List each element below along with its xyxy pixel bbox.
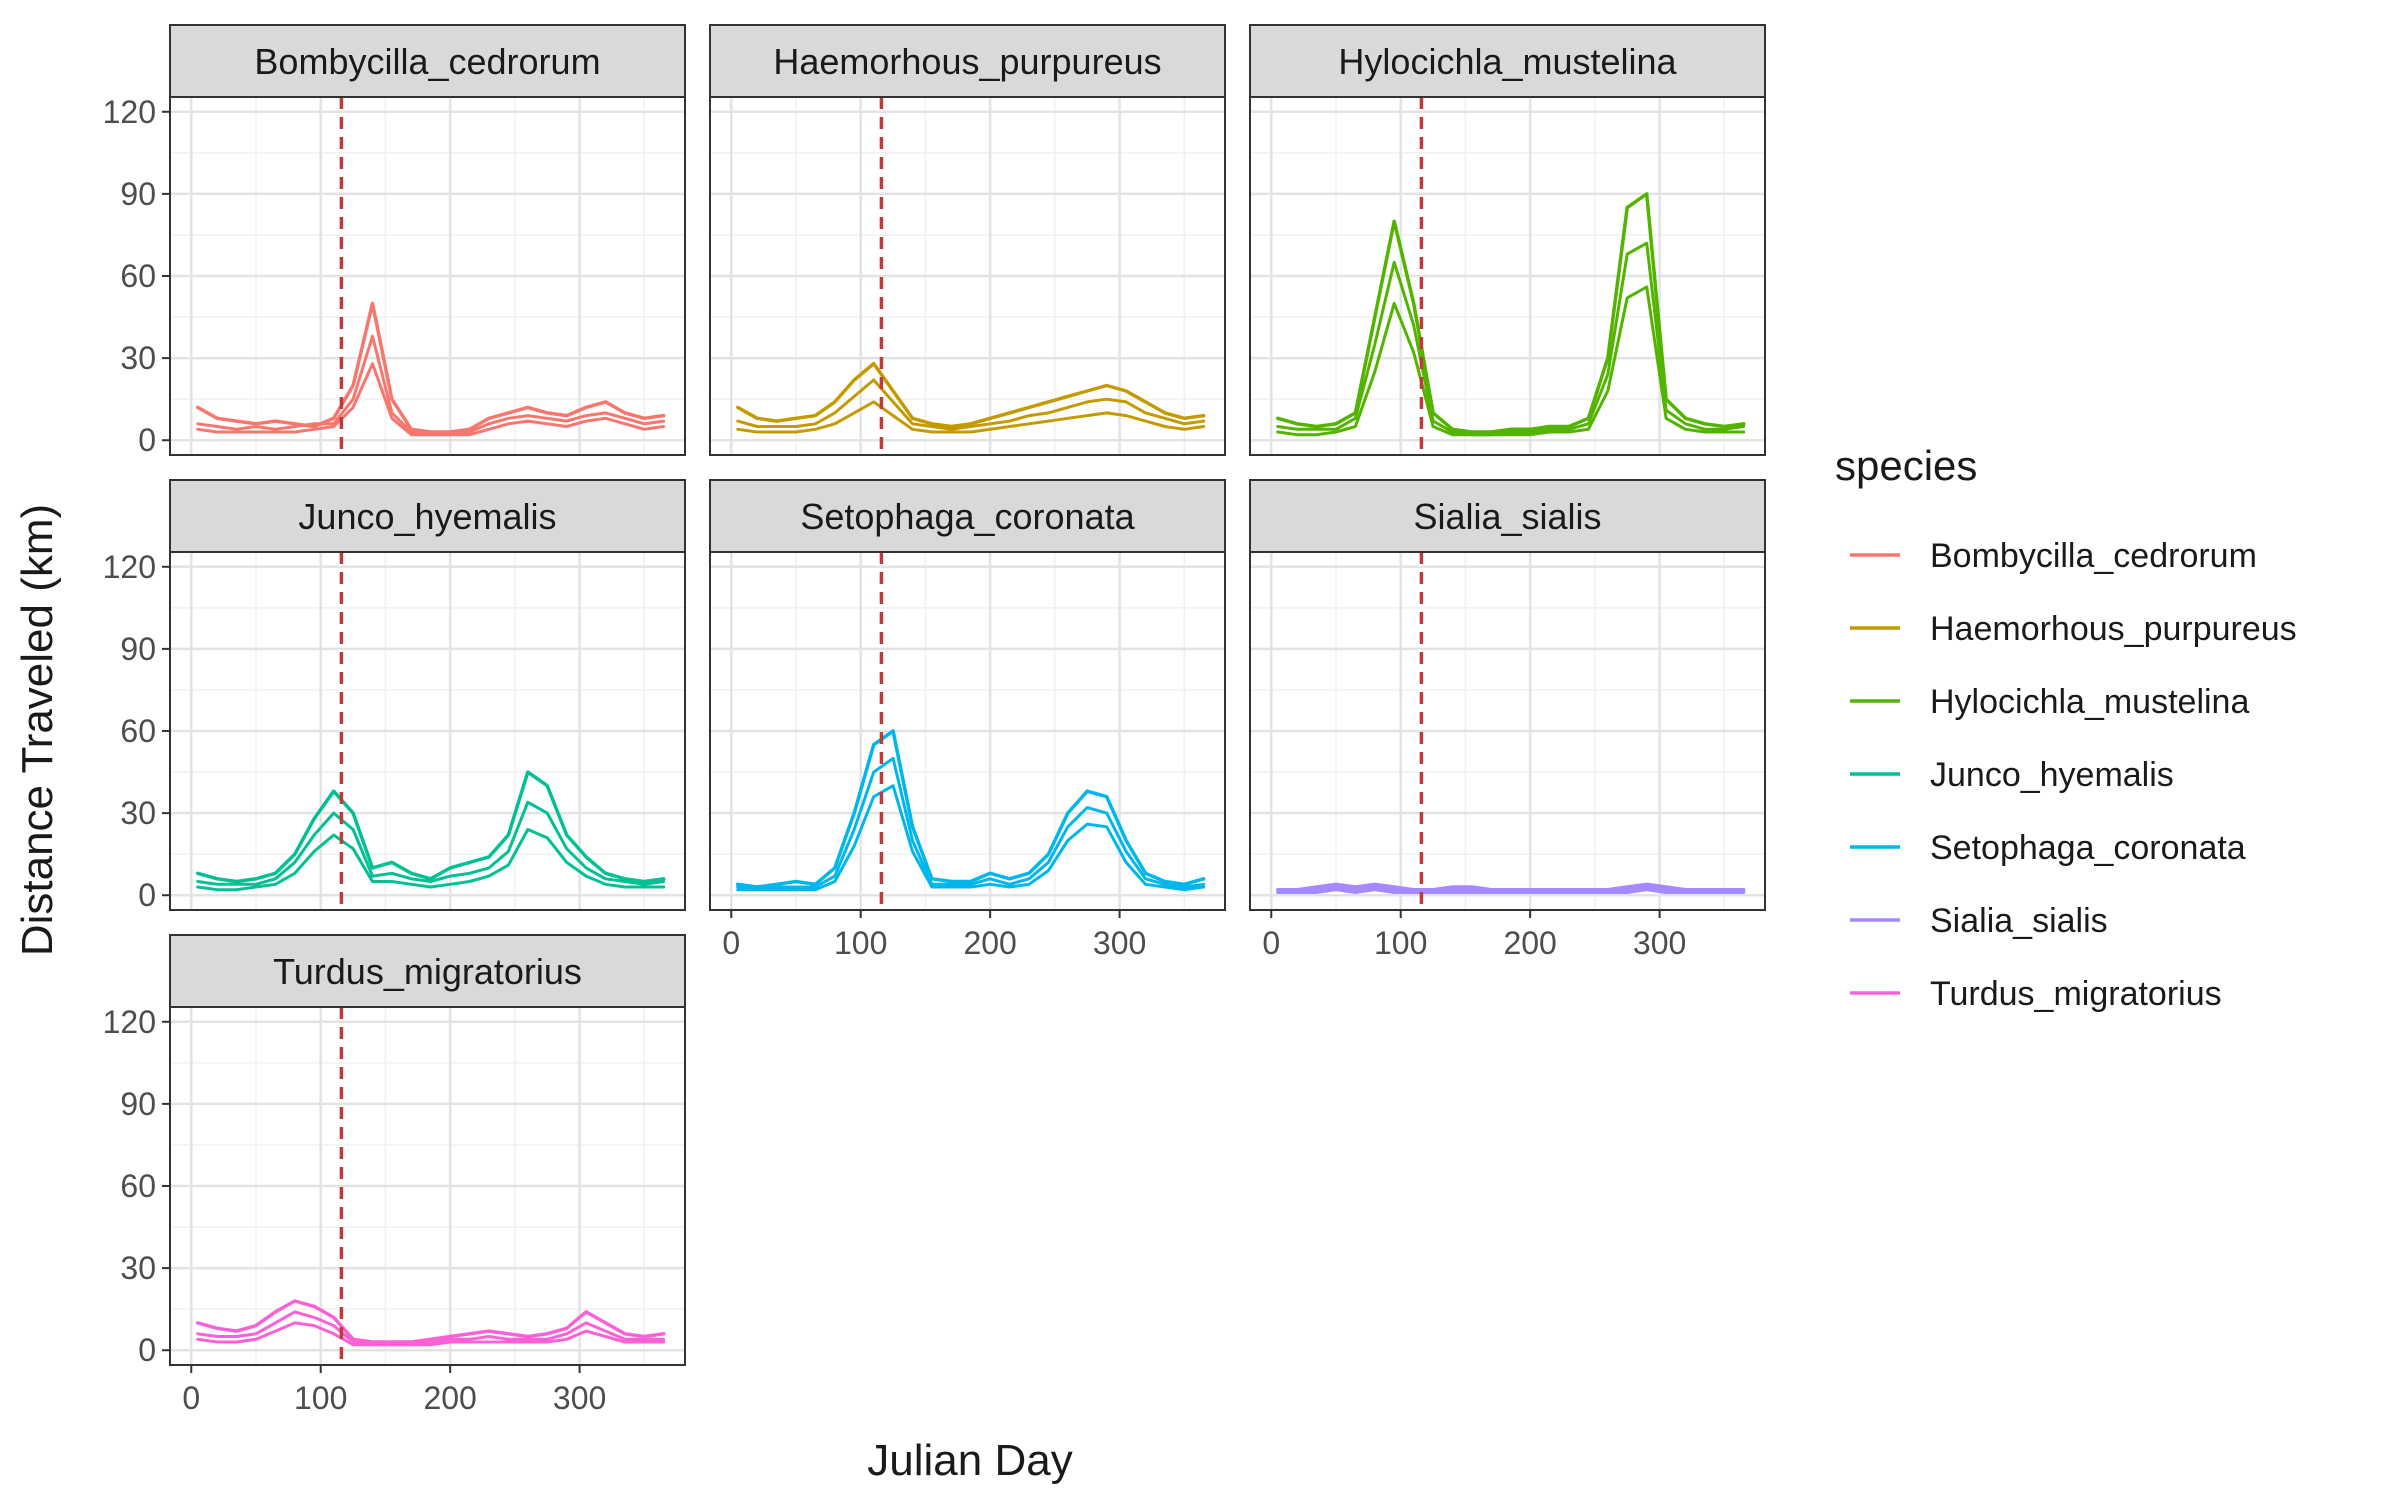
x-tick-label: 100 — [834, 925, 887, 961]
series-line — [196, 1321, 666, 1347]
facet-strip-label: Sialia_sialis — [1413, 496, 1601, 537]
legend-label: Setophaga_coronata — [1930, 829, 2246, 867]
facet-panels: Bombycilla_cedrorum 0 30 60 90 120 Haemorhous_… — [103, 24, 1766, 1416]
y-tick-label: 30 — [120, 1250, 156, 1286]
legend-item: Setophaga_coronata — [1850, 829, 2246, 867]
facet-strip — [169, 479, 686, 553]
x-tick-label: 0 — [1262, 925, 1280, 961]
y-tick-label: 120 — [103, 549, 156, 585]
series-line — [195, 1299, 666, 1344]
grid-lines — [170, 1007, 685, 1365]
facet-panel: Bombycilla_cedrorum 0 30 60 90 120 — [103, 24, 686, 458]
legend-title: species — [1835, 442, 1977, 489]
legend-label: Bombycilla_cedrorum — [1930, 537, 2257, 575]
facet-strip-label: Hylocichla_mustelina — [1338, 41, 1677, 82]
x-tick-label: 100 — [294, 1380, 347, 1416]
legend-item: Haemorhous_purpureus — [1850, 610, 2297, 648]
panel-border — [1249, 551, 1766, 911]
legend: Bombycilla_cedrorum Haemorhous_purpureus H… — [1850, 537, 2297, 1013]
x-tick-label: 300 — [553, 1380, 606, 1416]
x-tick-label: 100 — [1374, 925, 1427, 961]
facet-strip — [169, 24, 686, 98]
series-line — [736, 784, 1206, 892]
legend-label: Turdus_migratorius — [1930, 975, 2222, 1013]
panel-border — [1249, 96, 1766, 456]
facet-strip-label: Setophaga_coronata — [800, 496, 1135, 537]
facet-panel: Haemorhous_purpureus — [709, 24, 1226, 456]
legend-label: Hylocichla_mustelina — [1930, 683, 2249, 721]
facet-strip-label: Bombycilla_cedrorum — [254, 41, 600, 82]
x-tick-label: 0 — [722, 925, 740, 961]
y-tick-label: 60 — [120, 713, 156, 749]
grid-lines — [1250, 552, 1765, 910]
x-tick-label: 0 — [182, 1380, 200, 1416]
facet-strip-label: Turdus_migratorius — [273, 951, 582, 992]
panel-border — [709, 96, 1226, 456]
facet-panel: Setophaga_coronata 0 100 200 300 — [709, 479, 1226, 961]
facet-panel: Sialia_sialis 0 100 200 300 — [1249, 479, 1766, 961]
series-line — [735, 361, 1206, 429]
y-tick-label: 0 — [138, 877, 156, 913]
y-tick-label: 120 — [103, 1004, 156, 1040]
series-line — [195, 301, 666, 434]
y-tick-label: 120 — [103, 94, 156, 130]
y-tick-label: 30 — [120, 795, 156, 831]
facet-panel: Hylocichla_mustelina — [1249, 24, 1766, 456]
facet-strip-label: Junco_hyemalis — [298, 496, 556, 537]
grid-lines — [710, 552, 1225, 910]
facet-strip-label: Haemorhous_purpureus — [773, 41, 1161, 82]
grid-lines — [170, 552, 685, 910]
x-tick-label: 300 — [1093, 925, 1146, 961]
facet-strip — [169, 934, 686, 1008]
x-tick-label: 200 — [963, 925, 1016, 961]
y-tick-label: 0 — [138, 422, 156, 458]
series-line — [196, 1310, 666, 1347]
facet-panel: Turdus_migratorius 0 30 60 90 120 0 100 200 300 — [103, 934, 686, 1416]
series-line — [196, 362, 666, 437]
legend-item: Bombycilla_cedrorum — [1850, 537, 2257, 575]
facet-strip — [709, 479, 1226, 553]
y-axis-title: Distance Traveled (km) — [13, 504, 62, 956]
series-line — [736, 756, 1206, 892]
series-line — [1276, 285, 1746, 437]
series-line — [736, 378, 1206, 431]
y-tick-label: 30 — [120, 340, 156, 376]
y-tick-label: 0 — [138, 1332, 156, 1368]
series-line — [735, 729, 1206, 889]
x-tick-label: 200 — [1503, 925, 1556, 961]
y-tick-label: 90 — [120, 176, 156, 212]
grid-lines — [170, 97, 685, 455]
grid-lines — [1250, 97, 1765, 455]
legend-label: Sialia_sialis — [1930, 902, 2108, 940]
x-axis-title: Julian Day — [867, 1436, 1072, 1485]
legend-item: Sialia_sialis — [1850, 902, 2108, 940]
legend-item: Turdus_migratorius — [1850, 975, 2222, 1013]
y-tick-label: 90 — [120, 631, 156, 667]
facet-strip — [1249, 24, 1766, 98]
legend-label: Junco_hyemalis — [1930, 756, 2174, 794]
legend-item: Junco_hyemalis — [1850, 756, 2174, 794]
legend-label: Haemorhous_purpureus — [1930, 610, 2297, 648]
series-line — [736, 400, 1206, 434]
series-line — [1276, 888, 1746, 894]
x-tick-label: 200 — [423, 1380, 476, 1416]
series-line — [196, 800, 666, 886]
series-line — [196, 828, 666, 892]
legend-item: Hylocichla_mustelina — [1850, 683, 2249, 721]
facet-panel: Junco_hyemalis 0 30 60 90 120 — [103, 479, 686, 913]
x-tick-label: 300 — [1633, 925, 1686, 961]
y-tick-label: 90 — [120, 1086, 156, 1122]
series-line — [195, 770, 666, 884]
y-tick-label: 60 — [120, 1168, 156, 1204]
panel-border — [709, 551, 1226, 911]
series-line — [1275, 882, 1746, 892]
y-tick-label: 60 — [120, 258, 156, 294]
